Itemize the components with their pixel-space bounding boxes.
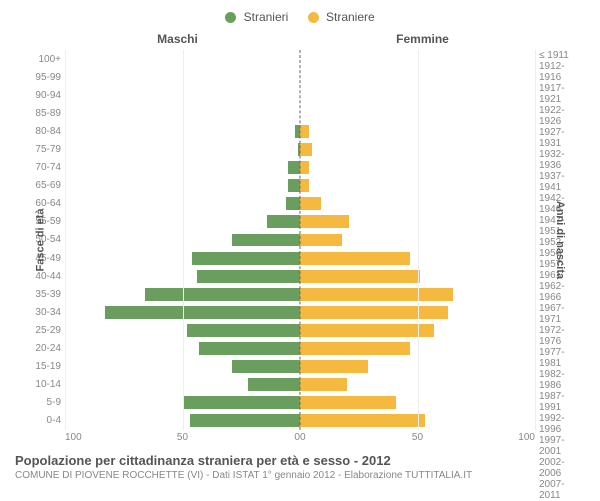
- male-bar: [183, 396, 301, 409]
- female-bar: [300, 306, 448, 319]
- birth-label: 1937-1941: [535, 171, 585, 193]
- female-bar: [300, 215, 349, 228]
- legend: Stranieri Straniere: [15, 10, 585, 24]
- female-bar: [300, 161, 309, 174]
- age-label: 90-94: [15, 86, 65, 104]
- male-bar: [248, 378, 300, 391]
- female-bar: [300, 143, 312, 156]
- female-bar: [300, 125, 309, 138]
- birth-label: 1987-1991: [535, 391, 585, 413]
- legend-female: Straniere: [308, 10, 375, 24]
- male-bar: [288, 179, 300, 192]
- male-bar: [286, 197, 300, 210]
- male-half: [65, 50, 300, 430]
- birth-label: 1967-1971: [535, 303, 585, 325]
- age-label: 35-39: [15, 285, 65, 303]
- female-bar: [300, 288, 453, 301]
- female-bar: [300, 270, 420, 283]
- age-label: 5-9: [15, 394, 65, 412]
- female-bar: [300, 360, 368, 373]
- age-label: 75-79: [15, 140, 65, 158]
- birth-label: 1922-1926: [535, 105, 585, 127]
- birth-label: 1992-1996: [535, 413, 585, 435]
- x-tick: 0: [222, 432, 300, 443]
- x-ticks-left: 100500: [65, 432, 300, 443]
- x-tick: 50: [143, 432, 221, 443]
- chart-subcaption: COMUNE DI PIOVENE ROCCHETTE (VI) - Dati …: [15, 470, 585, 481]
- x-tick: 100: [457, 432, 535, 443]
- age-label: 30-34: [15, 303, 65, 321]
- header-female: Femmine: [300, 32, 585, 46]
- legend-male-label: Stranieri: [244, 10, 289, 24]
- female-bar: [300, 414, 425, 427]
- female-bar: [300, 342, 410, 355]
- birth-label: 2002-2006: [535, 457, 585, 479]
- age-label: 100+: [15, 50, 65, 68]
- plot-area: Fasce di età Anni di nascita 100+95-9990…: [15, 50, 585, 430]
- male-bar: [232, 360, 300, 373]
- age-label: 80-84: [15, 122, 65, 140]
- female-half: [300, 50, 535, 430]
- male-bar: [187, 324, 300, 337]
- legend-female-label: Straniere: [326, 10, 375, 24]
- legend-male: Stranieri: [225, 10, 288, 24]
- female-bar: [300, 179, 309, 192]
- birth-label: 1977-1981: [535, 347, 585, 369]
- population-pyramid-chart: Stranieri Straniere Maschi Femmine Fasce…: [0, 0, 600, 500]
- age-label: 65-69: [15, 177, 65, 195]
- male-bar: [267, 215, 300, 228]
- x-tick: 100: [65, 432, 143, 443]
- female-bar: [300, 378, 347, 391]
- center-axis: [300, 50, 301, 430]
- y-axis-right-title: Anni di nascita: [554, 201, 566, 279]
- male-bar: [199, 342, 300, 355]
- bars-area: [65, 50, 535, 430]
- male-bar: [105, 306, 300, 319]
- age-label: 0-4: [15, 412, 65, 430]
- age-label: 25-29: [15, 321, 65, 339]
- birth-label: 1972-1976: [535, 325, 585, 347]
- header-male: Maschi: [15, 32, 300, 46]
- birth-label: 2007-2011: [535, 479, 585, 501]
- x-tick: 0: [300, 432, 378, 443]
- female-bar: [300, 197, 321, 210]
- birth-label: 1917-1921: [535, 83, 585, 105]
- female-bar: [300, 234, 342, 247]
- x-axis: 100500 050100: [15, 432, 585, 443]
- age-label: 15-19: [15, 358, 65, 376]
- age-label: 95-99: [15, 68, 65, 86]
- female-bar: [300, 324, 434, 337]
- male-bar: [232, 234, 300, 247]
- male-bar: [190, 414, 300, 427]
- birth-label: 1962-1966: [535, 281, 585, 303]
- female-bar: [300, 252, 410, 265]
- age-label: 85-89: [15, 104, 65, 122]
- male-bar: [197, 270, 300, 283]
- y-axis-left-title: Fasce di età: [34, 209, 46, 272]
- column-headers: Maschi Femmine: [15, 32, 585, 46]
- birth-label: 1982-1986: [535, 369, 585, 391]
- male-bar: [145, 288, 300, 301]
- x-tick: 50: [378, 432, 456, 443]
- female-swatch: [308, 12, 319, 23]
- male-bar: [288, 161, 300, 174]
- age-label: 10-14: [15, 376, 65, 394]
- birth-label: 1927-1931: [535, 127, 585, 149]
- age-label: 20-24: [15, 340, 65, 358]
- chart-caption: Popolazione per cittadinanza straniera p…: [15, 453, 585, 468]
- birth-label: 1997-2001: [535, 435, 585, 457]
- age-label: 70-74: [15, 159, 65, 177]
- female-bar: [300, 396, 396, 409]
- male-swatch: [225, 12, 236, 23]
- birth-label: 1912-1916: [535, 61, 585, 83]
- male-bar: [192, 252, 300, 265]
- birth-label: 1932-1936: [535, 149, 585, 171]
- birth-label: ≤ 1911: [535, 50, 585, 61]
- x-ticks-right: 050100: [300, 432, 535, 443]
